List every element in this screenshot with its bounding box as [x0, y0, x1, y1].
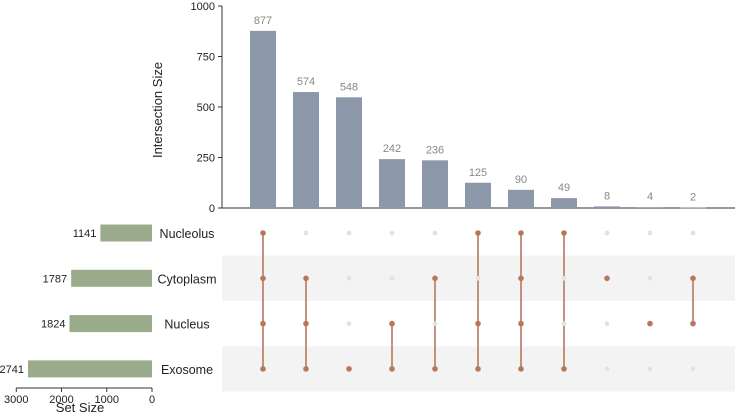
matrix-dot-active [475, 230, 481, 236]
set-size-value-labels: 1141 1787 1824 2741 [0, 228, 96, 376]
matrix-dot-active [260, 275, 266, 282]
matrix-dot-active [432, 366, 438, 372]
y-tick-label: 1000 [191, 1, 215, 13]
set-name-label: Exosome [161, 363, 213, 377]
matrix-dot-active [346, 366, 352, 372]
matrix-dot-inactive [647, 275, 653, 281]
matrix-dot-inactive [389, 275, 395, 281]
intersection-bar [250, 30, 276, 208]
matrix-dot-inactive [561, 321, 567, 326]
intersection-bar [551, 198, 577, 208]
intersection-value-label: 4 [647, 191, 653, 203]
matrix-dot-active [389, 366, 395, 372]
matrix-dot-active [518, 366, 524, 372]
intersection-bar [508, 189, 534, 208]
y-tick-label: 250 [197, 153, 215, 165]
matrix-dot-inactive [432, 321, 438, 326]
intersection-bars [250, 30, 706, 209]
matrix-dot-active [475, 366, 481, 372]
set-size-bar [100, 224, 152, 242]
set-size-bar [71, 269, 152, 287]
intersection-value-label: 877 [254, 15, 272, 27]
intersection-bar [293, 92, 319, 208]
set-name-label: Nucleus [164, 318, 209, 332]
intersection-bar [680, 207, 706, 209]
matrix-dot-active [518, 320, 524, 327]
intersection-bar [465, 182, 491, 208]
matrix-dot-inactive [604, 366, 610, 372]
matrix-dot-inactive [346, 230, 352, 236]
matrix-dot-inactive [561, 275, 567, 281]
matrix-dot-active [690, 320, 696, 327]
matrix-dot-active [475, 320, 481, 327]
matrix-dot-active [389, 320, 395, 327]
matrix-dot-active [561, 366, 567, 372]
intersection-value-label: 574 [297, 76, 315, 88]
matrix-dot-inactive [303, 230, 309, 236]
set-size-value-label: 1787 [43, 273, 67, 285]
set-size-bar [69, 315, 152, 333]
set-name-label: Cytoplasm [157, 272, 216, 286]
matrix-dot-active [518, 230, 524, 236]
matrix-dot-inactive [647, 366, 653, 372]
set-size-value-label: 1824 [41, 319, 65, 331]
matrix-dot-inactive [647, 230, 653, 236]
set-size-tick-label: 0 [149, 394, 155, 406]
matrix-dot-inactive [604, 321, 610, 326]
matrix-dot-active [518, 275, 524, 282]
matrix-dot-active [690, 275, 696, 282]
matrix-dot-active [303, 320, 309, 327]
matrix-dot-active [260, 366, 266, 372]
set-size-axis: 3000 2000 1000 0 [4, 387, 155, 406]
matrix-dot-inactive [346, 321, 352, 326]
intersection-bar [637, 207, 663, 208]
set-name-label: Nucleolus [160, 227, 215, 241]
matrix-dot-active [561, 230, 567, 236]
intersection-value-label: 125 [469, 167, 487, 179]
y-tick-label: 750 [197, 52, 215, 64]
intersection-bar [336, 97, 362, 208]
matrix-dot-inactive [475, 275, 481, 281]
matrix-dot-active [303, 366, 309, 372]
intersection-bar [379, 159, 405, 208]
set-size-value-label: 1141 [73, 228, 97, 240]
matrix-dot-active [260, 230, 266, 236]
intersection-value-label: 548 [340, 81, 358, 93]
y-axis-label: Intersection Size [150, 62, 165, 158]
set-size-tick-label: 1000 [95, 394, 119, 406]
matrix-dot-inactive [690, 366, 696, 372]
set-size-bars [28, 224, 152, 378]
y-tick-label: 0 [209, 203, 215, 215]
y-tick-label: 500 [197, 102, 215, 114]
matrix-dot-active [432, 275, 438, 282]
set-names: Nucleolus Cytoplasm Nucleus Exosome [157, 227, 216, 377]
matrix-dot-inactive [604, 230, 610, 236]
matrix-dot-inactive [389, 230, 395, 236]
intersection-matrix [260, 230, 696, 372]
matrix-dot-inactive [346, 275, 352, 281]
matrix-dot-active [604, 275, 610, 282]
matrix-dot-inactive [432, 230, 438, 236]
set-size-value-label: 2741 [0, 364, 24, 376]
intersection-value-label: 2 [690, 192, 696, 204]
set-size-tick-label: 2000 [49, 394, 73, 406]
matrix-dot-active [647, 320, 653, 327]
set-size-tick-label: 3000 [4, 394, 28, 406]
intersection-value-label: 49 [558, 182, 570, 194]
intersection-value-labels: 877 574 548 242 236 125 90 49 8 4 2 [254, 15, 696, 204]
intersection-value-label: 90 [515, 174, 527, 186]
intersection-value-label: 8 [604, 190, 610, 202]
intersection-value-label: 242 [383, 143, 401, 155]
set-size-axis-label: Set Size [56, 400, 104, 415]
matrix-dot-active [303, 275, 309, 282]
matrix-dot-active [260, 320, 266, 327]
set-size-bar [28, 360, 152, 378]
matrix-dot-inactive [690, 230, 696, 236]
intersection-bar [422, 160, 448, 208]
intersection-value-label: 236 [426, 144, 444, 156]
intersection-bar [594, 206, 620, 208]
